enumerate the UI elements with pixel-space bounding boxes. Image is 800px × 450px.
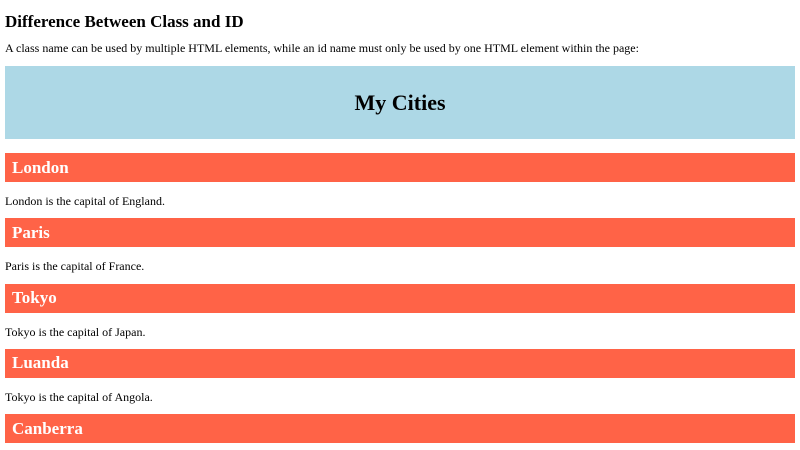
city-description: London is the capital of England. (5, 194, 165, 208)
city-description: Paris is the capital of France. (5, 259, 145, 274)
intro-text: A class name can be used by multiple HTM… (5, 41, 639, 55)
city-heading: London (5, 153, 795, 182)
city-heading: Tokyo (5, 283, 795, 313)
city-heading: Paris (5, 218, 795, 248)
city-description: Tokyo is the capital of Japan. (5, 324, 146, 339)
city-heading: Luanda (5, 348, 795, 378)
city-heading: Canberra (5, 414, 795, 444)
city-description: Tokyo is the capital of Angola. (5, 389, 153, 404)
page-title: Difference Between Class and ID (5, 12, 244, 31)
cities-header: My Cities (5, 66, 795, 139)
